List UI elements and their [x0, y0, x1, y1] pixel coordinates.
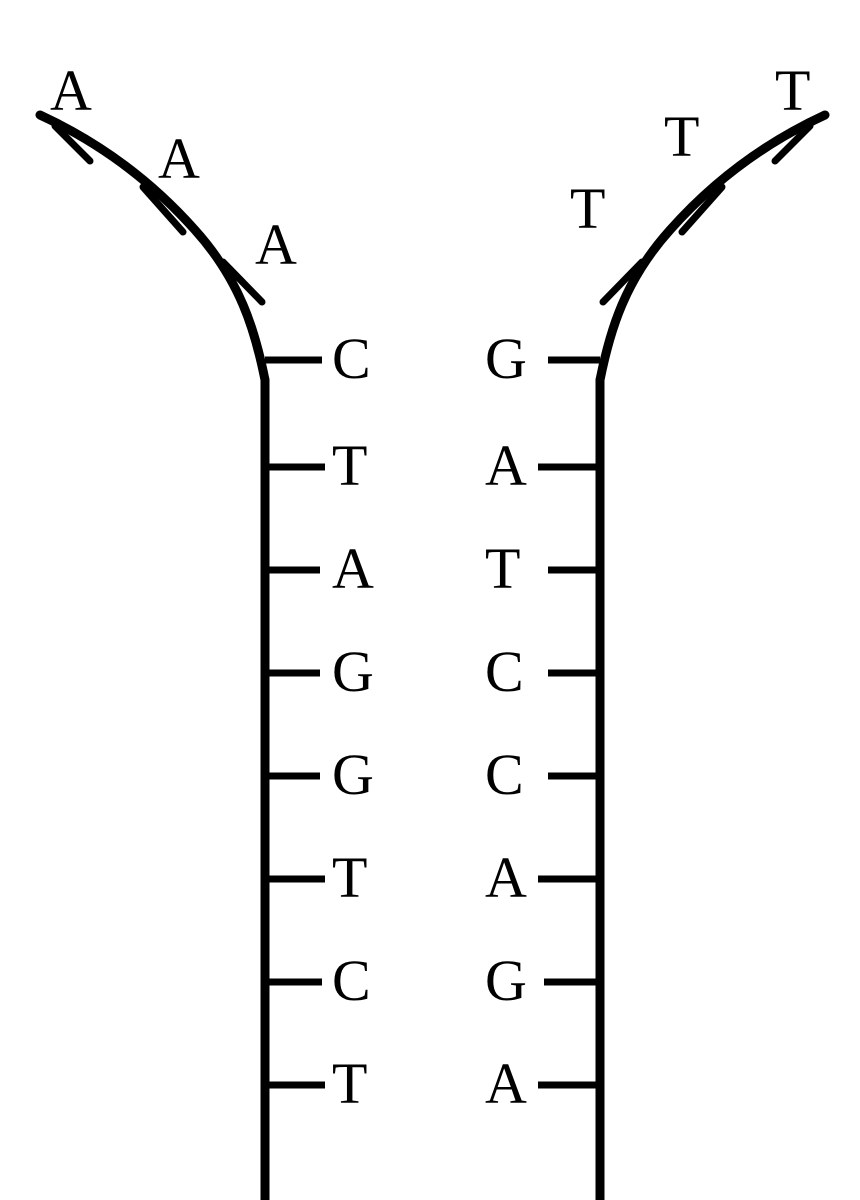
base-label-open-left-0: A: [50, 62, 92, 120]
base-label-pair-right-1: A: [485, 437, 527, 495]
base-label-pair-right-4: C: [485, 746, 524, 804]
base-label-pair-left-5: T: [332, 849, 367, 907]
base-label-open-right-1: T: [664, 108, 699, 166]
dna-fork-diagram: AAATTTCGTAATGCGCTACGTA: [0, 0, 860, 1200]
base-label-pair-right-0: G: [485, 330, 527, 388]
dna-svg: [0, 0, 860, 1200]
base-label-open-right-0: T: [775, 62, 810, 120]
base-label-open-right-2: T: [570, 180, 605, 238]
base-label-pair-left-6: C: [332, 952, 371, 1010]
base-label-pair-left-4: G: [332, 746, 374, 804]
base-label-pair-left-2: A: [332, 540, 374, 598]
base-label-pair-right-6: G: [485, 952, 527, 1010]
base-label-open-left-2: A: [255, 216, 297, 274]
base-label-pair-right-3: C: [485, 643, 524, 701]
base-label-pair-left-3: G: [332, 643, 374, 701]
base-label-pair-right-5: A: [485, 849, 527, 907]
base-label-pair-right-2: T: [485, 540, 520, 598]
base-label-open-left-1: A: [158, 130, 200, 188]
base-label-pair-left-1: T: [332, 437, 367, 495]
base-label-pair-left-0: C: [332, 330, 371, 388]
base-label-pair-left-7: T: [332, 1055, 367, 1113]
base-label-pair-right-7: A: [485, 1055, 527, 1113]
